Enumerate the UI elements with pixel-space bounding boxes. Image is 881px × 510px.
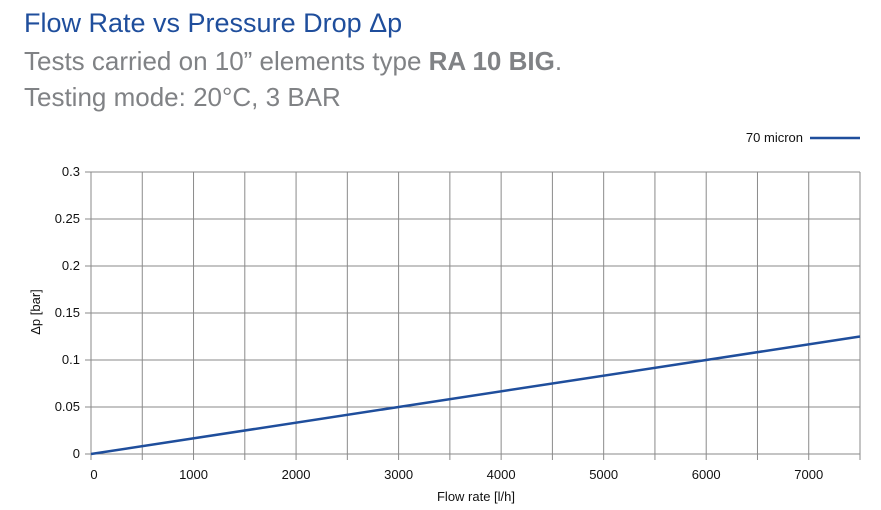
x-tick-label: 4000 <box>487 467 516 482</box>
x-tick-label: 3000 <box>384 467 413 482</box>
y-tick-label: 0 <box>73 446 80 461</box>
chart-subtitle: Tests carried on 10” elements type RA 10… <box>24 46 562 77</box>
y-tick-label: 0.25 <box>55 211 80 226</box>
subtitle-model: RA 10 BIG <box>428 46 555 76</box>
testing-mode: Testing mode: 20°C, 3 BAR <box>24 82 341 112</box>
y-tick-label: 0.05 <box>55 399 80 414</box>
chart-title: Flow Rate vs Pressure Drop Δp <box>24 8 403 38</box>
y-tick-label: 0.1 <box>62 352 80 367</box>
x-tick-label: 0 <box>90 467 97 482</box>
x-tick-label: 1000 <box>179 467 208 482</box>
y-axis-label: Δp [bar] <box>28 289 43 335</box>
series-layer <box>90 335 861 456</box>
tick-layer: 0 0.05 0.1 0.15 0.2 0.25 0.3 0 1000 2000 3000 4000 5… <box>55 164 861 482</box>
subtitle-prefix: Tests carried on 10” elements type <box>24 46 429 76</box>
grid-layer <box>90 171 861 455</box>
subtitle-suffix: . <box>554 46 563 76</box>
x-tick-label: 6000 <box>692 467 721 482</box>
x-tick-label: 2000 <box>282 467 311 482</box>
y-tick-label: 0.3 <box>62 164 80 179</box>
y-tick-label: 0.2 <box>62 258 80 273</box>
legend: 70 micron <box>746 130 860 145</box>
legend-label-70-micron: 70 micron <box>746 130 803 145</box>
x-axis-label: Flow rate [l/h] <box>437 489 515 504</box>
x-tick-label: 7000 <box>794 467 823 482</box>
y-tick-label: 0.15 <box>55 305 80 320</box>
x-tick-label: 5000 <box>589 467 618 482</box>
series-line-70-micron <box>90 335 861 456</box>
